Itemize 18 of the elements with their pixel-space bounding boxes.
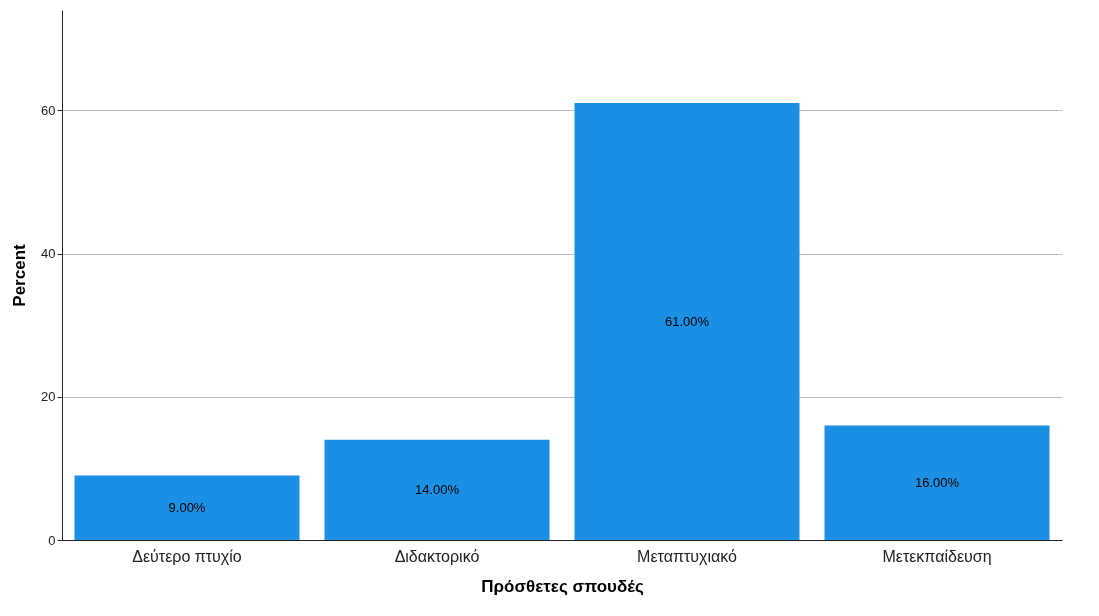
x-tick-label: Μετεκπαίδευση [882, 547, 992, 565]
y-tick-label: 40 [41, 246, 56, 262]
x-tick-label: Δεύτερο πτυχίο [132, 547, 242, 565]
bar [574, 103, 800, 540]
y-tick-label: 0 [48, 532, 56, 548]
bar [74, 475, 300, 540]
x-axis-title: Πρόσθετες σπουδές [481, 576, 644, 596]
data-label: 14.00% [414, 481, 460, 497]
x-tick-label: Διδακτορικό [394, 547, 480, 565]
x-tick-label: Μεταπτυχιακό [637, 547, 738, 565]
y-axis-title: Percent [10, 243, 30, 307]
y-tick-label: 20 [41, 389, 56, 405]
y-tick-label: 60 [41, 102, 56, 118]
data-label: 16.00% [914, 474, 960, 490]
bar [324, 439, 550, 540]
data-label: 9.00% [168, 499, 206, 515]
bar [824, 425, 1050, 540]
data-label: 61.00% [664, 313, 710, 329]
